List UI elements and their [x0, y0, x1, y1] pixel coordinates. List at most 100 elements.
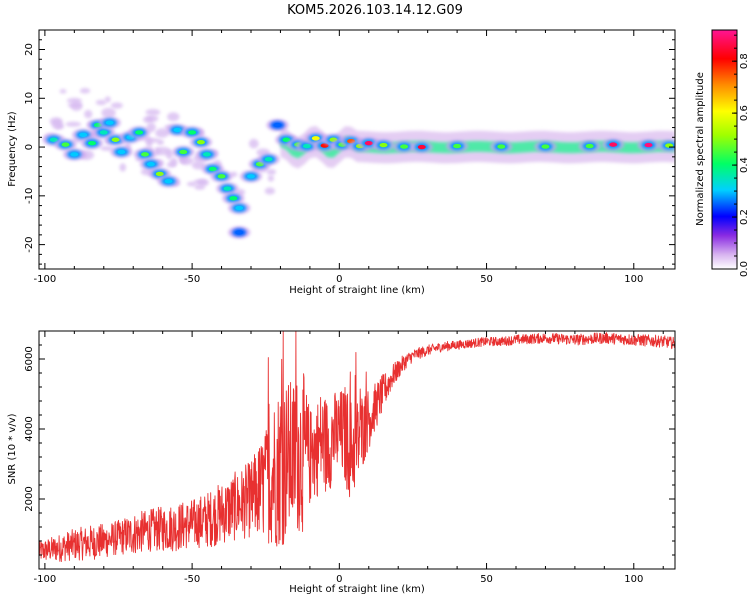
spectrogram-blob-core [609, 142, 618, 147]
spectrogram-blob-core [235, 230, 244, 235]
spectrogram-blob-core [273, 122, 282, 128]
spectrogram-blob-core [282, 137, 291, 142]
spectrogram-blob-core [541, 144, 550, 149]
spectrogram-haze [248, 138, 259, 149]
spectrogram-blob-core [208, 166, 217, 172]
spectrogram-blob-core [164, 179, 173, 184]
spectrogram-blob-core [88, 140, 96, 146]
spectrogram-haze [95, 99, 107, 106]
spectrogram-haze [100, 146, 114, 151]
spectrogram-x-tick-label: 0 [336, 274, 342, 285]
spectrogram-haze [193, 179, 207, 185]
spectrogram-blob-core [70, 152, 79, 157]
spectrogram-blob-core [155, 171, 164, 177]
spectrogram-blob-core [79, 132, 88, 138]
spectrogram-blob-core [235, 205, 244, 211]
spectrogram-blob-core [644, 142, 653, 148]
spectrogram-marks [42, 88, 675, 239]
colorbar-gradient [711, 29, 738, 270]
spectrogram-haze [166, 162, 177, 168]
spectrogram-blob-core [117, 149, 126, 155]
spectrogram-haze [51, 119, 63, 130]
spectrogram-blob-core [188, 130, 197, 135]
snr-x-tick-label: 50 [480, 574, 493, 585]
spectrogram-blob-core [49, 137, 58, 142]
spectrogram-haze [104, 96, 111, 103]
snr-y-tick-label: 6000 [24, 346, 35, 371]
spectrogram-x-tick-label: -100 [34, 274, 57, 285]
spectrogram-blob-core [364, 140, 373, 146]
spectrogram-haze [155, 146, 171, 156]
spectrogram-haze [155, 128, 170, 138]
spectrogram-blob-core [61, 142, 70, 147]
snr-y-tick-label: 2000 [24, 486, 35, 511]
spectrogram-blob-core [302, 143, 311, 149]
spectrogram-blob-core [202, 152, 211, 157]
spectrogram-haze [264, 187, 276, 195]
spectrogram-haze [84, 109, 93, 119]
spectrogram-y-axis-label: Frequency (Hz) [7, 111, 18, 187]
spectrogram-blob-core [223, 186, 232, 191]
spectrogram-x-tick-label: -50 [184, 274, 200, 285]
colorbar-ticks: 0.0 0.2 0.4 0.6 0.8 [732, 34, 750, 277]
snr-marks [39, 331, 675, 563]
spectrogram-blob-core [135, 130, 144, 135]
spectrogram-blob-core [453, 143, 462, 149]
spectrogram-blob-core [247, 174, 255, 179]
spectrogram-haze [59, 89, 67, 94]
spectrogram-blob-core [311, 136, 320, 141]
colorbar-tick-label: 0.4 [739, 157, 750, 173]
snr-frame [38, 330, 676, 570]
spectrogram-blob-core [497, 144, 506, 149]
spectrogram-blob-core [217, 174, 226, 179]
spectrogram-haze [191, 160, 206, 170]
colorbar-label: Normalized spectral amplitude [695, 72, 706, 226]
snr-x-tick-label: -50 [184, 574, 200, 585]
chart-title: KOM5.2026.103.14.12.G09 [287, 3, 463, 18]
colorbar-tick-label: 0.6 [739, 105, 750, 121]
colorbar-tick-label: 0.8 [739, 53, 750, 69]
snr-panel: -100 -50 0 50 100 2000 4000 6000 Height of stra… [7, 330, 676, 595]
spectrogram-blob-core [99, 130, 108, 135]
spectrogram-blob-core [264, 157, 273, 162]
spectrogram-blob-core [320, 143, 329, 148]
spectrogram-haze [146, 115, 159, 122]
carrier-band-core [280, 135, 675, 159]
spectrogram-haze [70, 101, 83, 111]
spectrogram-haze [110, 102, 123, 109]
spectrogram-haze [267, 175, 275, 182]
snr-y-tick-label: 4000 [24, 416, 35, 441]
spectrogram-y-tick-label: -10 [24, 188, 35, 204]
snr-x-tick-label: 100 [624, 574, 643, 585]
spectrogram-haze [101, 107, 116, 118]
spectrogram-blob-core [196, 139, 205, 145]
spectrogram-y-tick-label: -20 [24, 236, 35, 252]
spectrogram-blob-core [146, 161, 155, 167]
spectrogram-blob-core [179, 149, 188, 155]
spectrogram-haze [119, 163, 127, 172]
spectrogram-haze [144, 138, 160, 143]
colorbar-tick-label: 0.0 [739, 261, 750, 277]
spectrogram-blob-core [585, 143, 594, 149]
spectrogram-y-tick-label: 0 [24, 144, 35, 150]
spectrogram-haze [79, 88, 91, 94]
spectrogram-blob-core [111, 137, 120, 142]
spectrogram-y-tick-label: 20 [24, 43, 35, 56]
snr-x-tick-label: -100 [34, 574, 57, 585]
snr-series-line [39, 331, 675, 563]
snr-x-axis-label: Height of straight line (km) [289, 584, 425, 595]
colorbar: 0.0 0.2 0.4 0.6 0.8 Normalized spectral ampl… [695, 29, 750, 277]
spectrogram-blob-core [400, 144, 409, 149]
snr-axes: -100 -50 0 50 100 2000 4000 6000 [24, 330, 675, 585]
spectrogram-blob-core [105, 120, 114, 125]
spectrogram-blob-core [141, 152, 149, 157]
spectrogram-blob-core [417, 144, 426, 150]
spectrogram-blob-core [173, 127, 182, 133]
spectrogram-blob-core [379, 142, 388, 148]
snr-y-axis-label: SNR (10 * v/v) [7, 413, 18, 484]
spectrogram-haze [266, 169, 277, 176]
